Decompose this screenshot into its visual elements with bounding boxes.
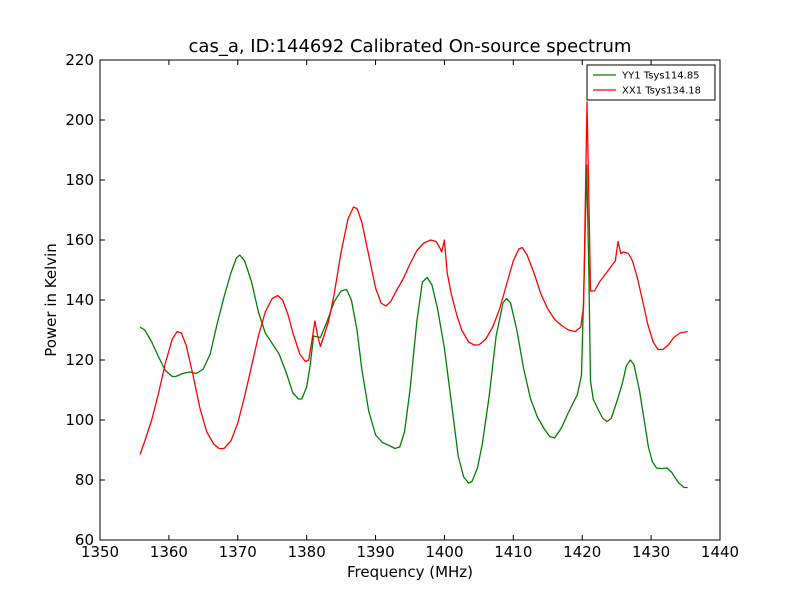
y-tick-label: 220 <box>65 51 94 69</box>
y-axis-ticks: 60 80 100 120 140 160 180 200 220 <box>65 51 720 549</box>
y-tick-label: 120 <box>65 351 94 369</box>
x-tick-label: 1360 <box>150 543 188 561</box>
x-tick-label: 1370 <box>219 543 257 561</box>
y-tick-label: 180 <box>65 171 94 189</box>
series-layer <box>139 101 688 489</box>
chart-title: cas_a, ID:144692 Calibrated On-source sp… <box>189 36 632 57</box>
x-axis-ticks: 1350 1360 1370 1380 1390 1400 1410 1420 1430 1440 <box>81 60 739 561</box>
y-tick-label: 160 <box>65 231 94 249</box>
legend-box <box>586 64 716 101</box>
y-tick-label: 80 <box>75 471 94 489</box>
y-tick-label: 140 <box>65 291 94 309</box>
x-tick-label: 1350 <box>81 543 119 561</box>
x-tick-label: 1400 <box>425 543 463 561</box>
y-tick-label: 60 <box>75 531 94 549</box>
x-tick-label: 1430 <box>632 543 670 561</box>
x-tick-label: 1420 <box>563 543 601 561</box>
x-tick-label: 1390 <box>356 543 394 561</box>
series-line-yy1 <box>139 164 688 489</box>
legend-label-yy1: YY1 Tsys114.85 <box>621 71 700 82</box>
x-tick-label: 1380 <box>288 543 326 561</box>
y-axis-label: Power in Kelvin <box>42 243 60 357</box>
x-tick-label: 1440 <box>701 543 739 561</box>
x-tick-label: 1410 <box>494 543 532 561</box>
y-tick-label: 100 <box>65 411 94 429</box>
legend-label-xx1: XX1 Tsys134.18 <box>622 86 701 97</box>
series-line-xx1 <box>139 101 688 455</box>
legend: YY1 Tsys114.85 XX1 Tsys134.18 <box>586 64 716 101</box>
y-tick-label: 200 <box>65 111 94 129</box>
x-axis-label: Frequency (MHz) <box>347 563 473 581</box>
